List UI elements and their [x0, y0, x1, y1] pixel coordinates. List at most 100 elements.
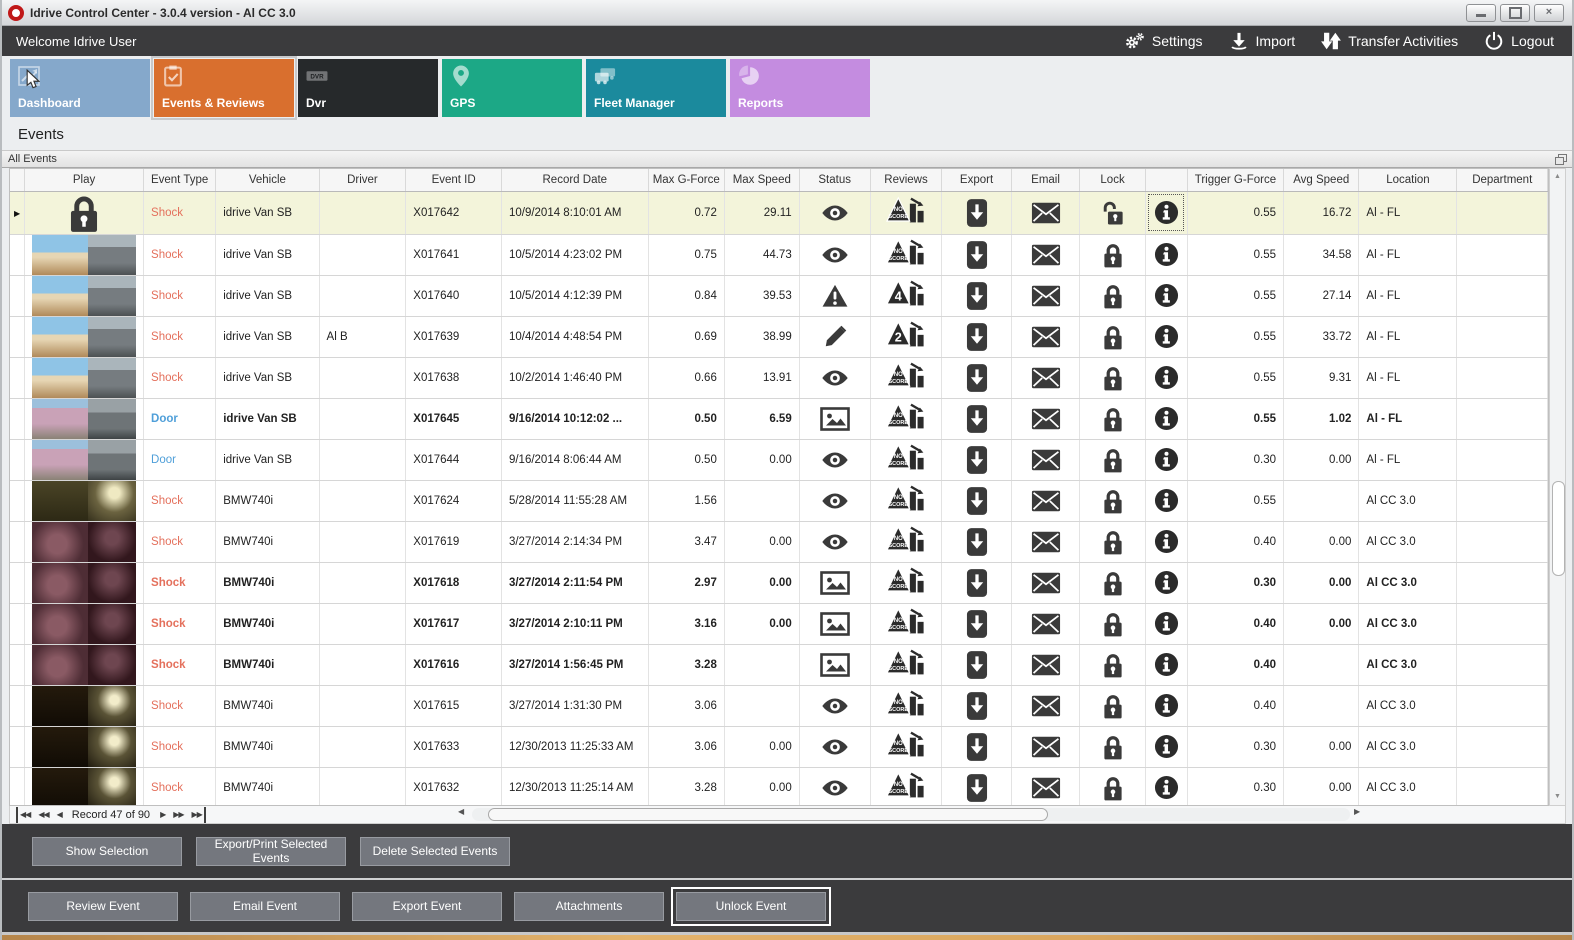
row-selector-cell[interactable]: [10, 480, 26, 522]
cell-email[interactable]: [1011, 191, 1081, 235]
cell-email[interactable]: [1011, 234, 1081, 276]
column-header-driver[interactable]: Driver: [319, 169, 407, 192]
eye-status-icon[interactable]: [820, 530, 850, 554]
event-row-X017639[interactable]: Shock idrive Van SB Al B X017639 10/4/2014 4…: [10, 316, 1548, 358]
info-icon[interactable]: [1154, 406, 1179, 431]
export-icon[interactable]: [966, 650, 988, 680]
tab-reports[interactable]: Reports: [730, 59, 870, 117]
row-selector-cell[interactable]: [10, 767, 26, 805]
cell-play[interactable]: [24, 316, 145, 358]
cell-status[interactable]: [799, 480, 871, 522]
event-row-X017633[interactable]: Shock BMW740i X017633 12/30/2013 11:25:33 A…: [10, 726, 1548, 768]
cell-info[interactable]: [1145, 357, 1188, 399]
info-icon[interactable]: [1154, 652, 1179, 677]
cell-export[interactable]: [941, 603, 1012, 645]
lock-closed-icon[interactable]: [1102, 323, 1124, 351]
info-icon[interactable]: [1154, 324, 1179, 349]
column-header-department[interactable]: Department: [1456, 169, 1548, 192]
cell-status[interactable]: [799, 275, 871, 317]
eye-status-icon[interactable]: [820, 735, 850, 759]
eye-status-icon[interactable]: [820, 201, 850, 225]
cell-lock[interactable]: [1079, 398, 1146, 440]
cell-info[interactable]: [1145, 562, 1188, 604]
row-selector-cell[interactable]: [10, 439, 26, 481]
cell-status[interactable]: [799, 685, 871, 727]
cell-info[interactable]: [1145, 316, 1188, 358]
cell-play[interactable]: [24, 603, 145, 645]
event-thumbnail[interactable]: [32, 685, 137, 725]
export-icon[interactable]: [966, 732, 988, 762]
event-row-X017638[interactable]: Shock idrive Van SB X017638 10/2/2014 1:46:…: [10, 357, 1548, 399]
row-selector-cell[interactable]: [10, 685, 26, 727]
cell-info[interactable]: [1145, 398, 1188, 440]
lock-closed-icon[interactable]: [1102, 446, 1124, 474]
lock-closed-icon[interactable]: [1102, 733, 1124, 761]
column-header-export[interactable]: Export: [941, 169, 1012, 192]
export-icon[interactable]: [966, 568, 988, 598]
event-thumbnail[interactable]: [32, 644, 137, 684]
row-selector-cell[interactable]: [10, 357, 26, 399]
export-icon[interactable]: [966, 322, 988, 352]
cell-email[interactable]: [1011, 685, 1081, 727]
pencil-status-icon[interactable]: [820, 325, 850, 349]
cell-play[interactable]: [24, 234, 145, 276]
cell-play[interactable]: [24, 439, 145, 481]
cell-status[interactable]: [799, 726, 871, 768]
cell-export[interactable]: [941, 767, 1012, 805]
cell-email[interactable]: [1011, 316, 1081, 358]
email-icon[interactable]: [1031, 326, 1061, 348]
cell-reviews[interactable]: NO SCORE: [870, 521, 943, 563]
cell-play[interactable]: [24, 398, 145, 440]
column-header-max-speed[interactable]: Max Speed: [724, 169, 800, 192]
cell-play[interactable]: [24, 275, 145, 317]
email-icon[interactable]: [1031, 202, 1061, 224]
cell-reviews[interactable]: NO SCORE: [870, 726, 943, 768]
export-icon[interactable]: [966, 363, 988, 393]
export-icon[interactable]: [966, 198, 988, 228]
email-icon[interactable]: [1031, 490, 1061, 512]
cell-lock[interactable]: [1079, 521, 1146, 563]
export-icon[interactable]: [966, 240, 988, 270]
scroll-up-icon[interactable]: ▲: [1554, 173, 1561, 180]
column-header-lock[interactable]: Lock: [1079, 169, 1146, 192]
review-score-icon[interactable]: 4: [886, 279, 926, 312]
row-selector-cell[interactable]: [10, 398, 26, 440]
event-row-X017619[interactable]: Shock BMW740i X017619 3/27/2014 2:14:34 PM 3…: [10, 521, 1548, 563]
export-icon[interactable]: [966, 773, 988, 803]
column-header-status[interactable]: Status: [799, 169, 871, 192]
email-icon[interactable]: [1031, 531, 1061, 553]
event-thumbnail[interactable]: [32, 316, 137, 356]
email-icon[interactable]: [1031, 285, 1061, 307]
column-header-blank[interactable]: [1145, 169, 1188, 192]
cell-reviews[interactable]: NO SCORE: [870, 234, 943, 276]
lock-closed-icon[interactable]: [1102, 487, 1124, 515]
cell-reviews[interactable]: NO SCORE: [870, 191, 943, 235]
eye-status-icon[interactable]: [820, 694, 850, 718]
logout-button[interactable]: Logout: [1484, 31, 1554, 51]
warning-status-icon[interactable]: [820, 284, 850, 308]
row-selector-cell[interactable]: [10, 644, 26, 686]
column-header-record-date[interactable]: Record Date: [501, 169, 649, 192]
cell-export[interactable]: [941, 316, 1012, 358]
row-selector-cell[interactable]: [10, 316, 26, 358]
cell-email[interactable]: [1011, 521, 1081, 563]
horizontal-scroll-thumb[interactable]: [488, 808, 1048, 821]
cell-email[interactable]: [1011, 726, 1081, 768]
cell-play[interactable]: [24, 726, 145, 768]
first-record-button[interactable]: ◀◀: [16, 806, 34, 823]
cell-export[interactable]: [941, 191, 1012, 235]
cell-reviews[interactable]: NO SCORE: [870, 644, 943, 686]
review-score-icon[interactable]: 2: [886, 320, 926, 353]
cell-lock[interactable]: [1079, 644, 1146, 686]
cell-email[interactable]: [1011, 275, 1081, 317]
tab-dvr[interactable]: DVR Dvr: [298, 59, 438, 117]
cell-export[interactable]: [941, 685, 1012, 727]
event-thumbnail[interactable]: [32, 357, 137, 397]
event-thumbnail[interactable]: [32, 275, 137, 315]
eye-status-icon[interactable]: [820, 243, 850, 267]
